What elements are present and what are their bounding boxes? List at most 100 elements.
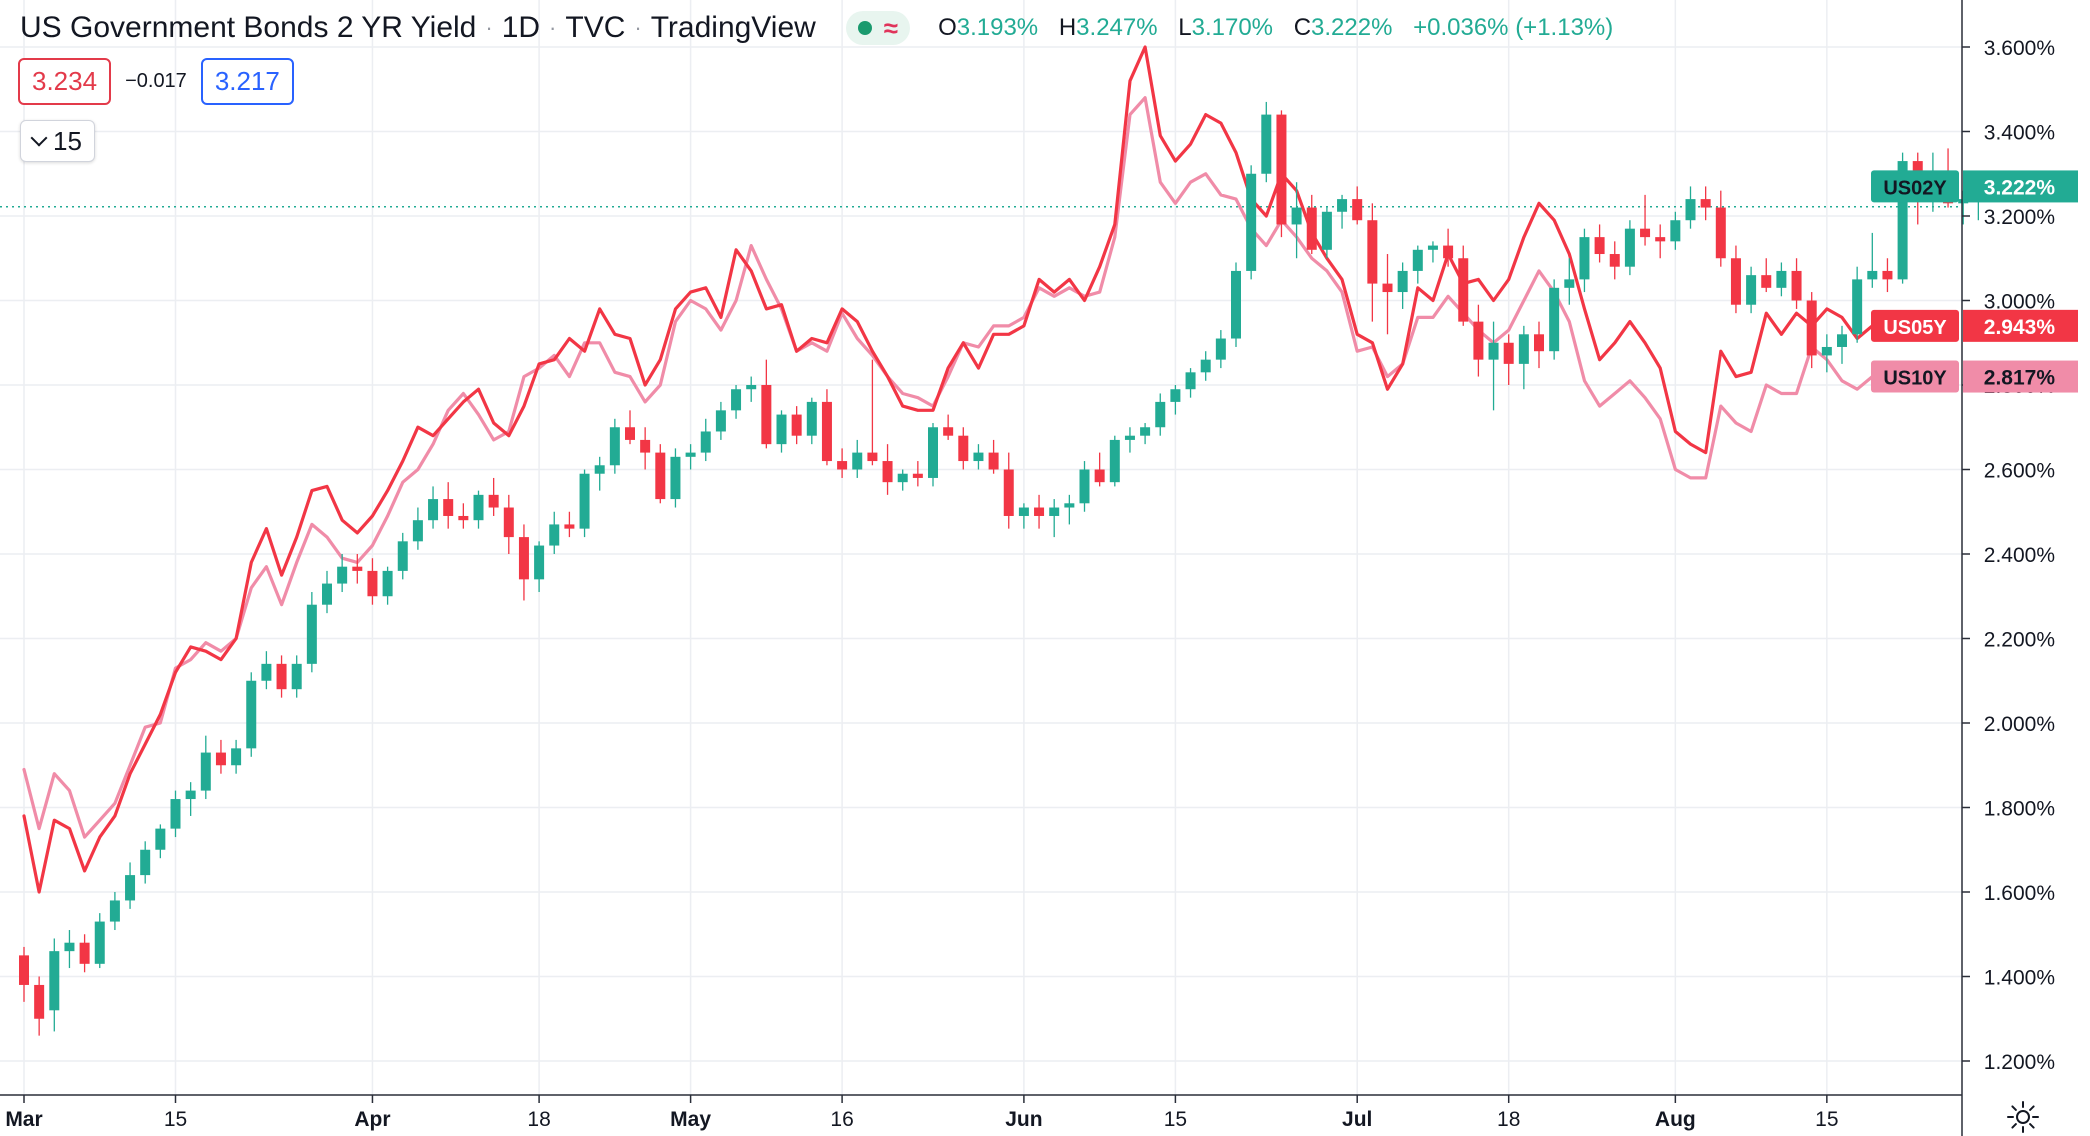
candle-body bbox=[685, 452, 696, 457]
candle-body bbox=[1064, 503, 1075, 508]
candle-body bbox=[322, 583, 332, 605]
candle-body bbox=[155, 828, 166, 850]
candle bbox=[928, 423, 938, 487]
candle-body bbox=[140, 849, 151, 876]
candle bbox=[655, 444, 666, 504]
us02y-name-tag bbox=[1871, 170, 1959, 203]
candle bbox=[473, 490, 484, 529]
candle bbox=[352, 554, 363, 584]
us05y-name-tag bbox=[1871, 309, 1959, 342]
us10y-price-label: 2.817% bbox=[1984, 367, 2056, 390]
candle-body bbox=[988, 452, 999, 470]
candle bbox=[973, 444, 984, 470]
candle-body bbox=[1594, 237, 1605, 255]
x-tick-label: Jul bbox=[1342, 1108, 1372, 1131]
candle-body bbox=[443, 499, 454, 516]
candle bbox=[1018, 503, 1029, 529]
candle bbox=[1124, 427, 1135, 453]
candle bbox=[518, 524, 529, 601]
sell-price-button[interactable]: 3.234 bbox=[18, 58, 112, 105]
candle-body bbox=[291, 663, 302, 690]
candle-body bbox=[1200, 359, 1211, 373]
platform-label: TradingView bbox=[650, 11, 816, 44]
candle bbox=[79, 934, 90, 973]
interval-dropdown[interactable]: 15 bbox=[20, 120, 95, 162]
x-tick-label: Jun bbox=[1005, 1108, 1042, 1131]
candle bbox=[291, 655, 302, 698]
x-tick-label: 18 bbox=[1497, 1108, 1520, 1131]
candle bbox=[715, 401, 726, 440]
candle bbox=[382, 566, 393, 605]
candle-body bbox=[1140, 427, 1151, 436]
candle-body bbox=[261, 663, 272, 681]
candle-body bbox=[791, 414, 802, 436]
candle-body bbox=[594, 465, 605, 474]
candle-body bbox=[625, 427, 635, 440]
candle-body bbox=[1170, 389, 1181, 402]
candle-body bbox=[1549, 287, 1560, 352]
candle-body bbox=[1443, 245, 1454, 259]
candle-body bbox=[564, 524, 575, 529]
symbol-title[interactable]: US Government Bonds 2 YR Yield bbox=[20, 11, 477, 44]
candle-body bbox=[1837, 334, 1847, 347]
candle-body bbox=[1018, 507, 1029, 516]
candle-body bbox=[1049, 507, 1060, 516]
y-tick-label: 3.600% bbox=[1984, 37, 2055, 60]
candle bbox=[125, 862, 136, 909]
candle-body bbox=[1715, 207, 1726, 259]
market-status-badge[interactable]: ≈ bbox=[845, 11, 911, 45]
x-tick-label: May bbox=[670, 1108, 711, 1131]
candle-body bbox=[700, 431, 711, 453]
candle-body bbox=[276, 663, 287, 690]
chevron-down-icon bbox=[30, 129, 48, 147]
buy-price-button[interactable]: 3.217 bbox=[200, 58, 294, 105]
candle-body bbox=[170, 799, 181, 829]
candle bbox=[1306, 194, 1317, 255]
candle-body bbox=[1488, 342, 1499, 360]
y-tick-label: 3.000% bbox=[1984, 291, 2055, 314]
candle bbox=[1412, 245, 1423, 284]
candle-body bbox=[49, 951, 60, 1011]
candle bbox=[1079, 461, 1090, 512]
candle bbox=[700, 418, 711, 462]
gear-icon[interactable] bbox=[2006, 1100, 2040, 1134]
candle bbox=[1776, 262, 1787, 297]
candle-body bbox=[458, 515, 469, 521]
candle bbox=[1064, 494, 1075, 525]
candle bbox=[1867, 232, 1878, 288]
candle bbox=[564, 511, 575, 538]
exchange-label: TVC bbox=[565, 11, 626, 44]
candle-body bbox=[1564, 279, 1575, 288]
x-tick-label: Apr bbox=[354, 1108, 390, 1131]
candle-body bbox=[1670, 220, 1681, 242]
candle-body bbox=[1761, 275, 1772, 288]
candle-body bbox=[246, 680, 257, 749]
candle-body bbox=[1397, 270, 1408, 293]
y-tick-label: 2.400% bbox=[1984, 544, 2055, 567]
time-axis[interactable]: Mar 15 Apr 18 May 16 Jun 15 Jul 18 Aug 15 bbox=[5, 1095, 1839, 1131]
candle bbox=[140, 841, 151, 884]
x-tick-label: 15 bbox=[1815, 1108, 1838, 1131]
y-tick-label: 3.400% bbox=[1984, 122, 2055, 145]
candle-body bbox=[776, 414, 787, 445]
candle-body bbox=[367, 570, 378, 597]
open-label: O bbox=[938, 14, 957, 41]
candle bbox=[685, 444, 696, 470]
candle-body bbox=[1427, 245, 1438, 250]
interval-label[interactable]: 1D bbox=[501, 11, 541, 44]
candle bbox=[1821, 334, 1832, 373]
candle bbox=[1337, 194, 1348, 229]
candle bbox=[503, 494, 514, 554]
candle bbox=[1473, 304, 1484, 377]
candle-body bbox=[1215, 338, 1226, 360]
candle-body bbox=[882, 461, 893, 483]
candle-body bbox=[1246, 173, 1257, 271]
us05y-price-label: 2.943% bbox=[1984, 316, 2056, 339]
candle bbox=[1564, 258, 1575, 305]
candle bbox=[34, 976, 45, 1036]
candle-body bbox=[185, 790, 196, 800]
candle-body bbox=[746, 385, 757, 390]
candle bbox=[1215, 330, 1226, 369]
candle bbox=[1882, 258, 1893, 293]
